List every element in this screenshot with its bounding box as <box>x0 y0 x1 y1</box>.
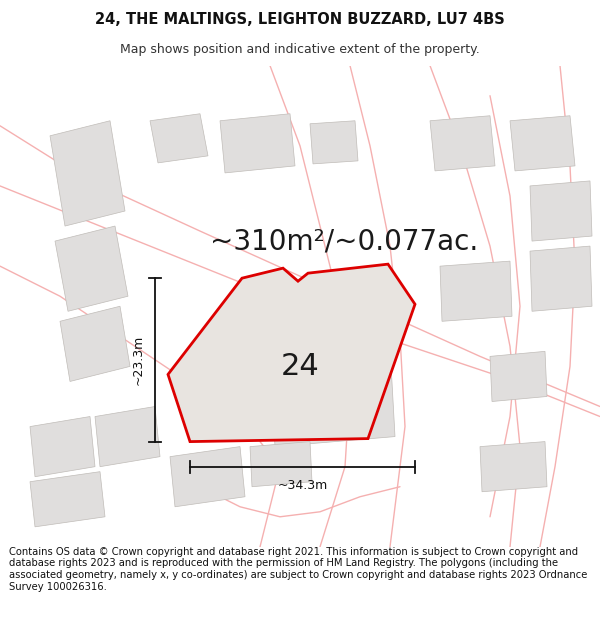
Polygon shape <box>480 442 547 492</box>
Polygon shape <box>95 406 160 467</box>
Polygon shape <box>170 447 245 507</box>
Text: Map shows position and indicative extent of the property.: Map shows position and indicative extent… <box>120 42 480 56</box>
Polygon shape <box>490 351 547 401</box>
Polygon shape <box>510 116 575 171</box>
Text: Contains OS data © Crown copyright and database right 2021. This information is : Contains OS data © Crown copyright and d… <box>9 547 587 592</box>
Text: ~310m²/~0.077ac.: ~310m²/~0.077ac. <box>210 227 478 255</box>
Text: ~23.3m: ~23.3m <box>132 335 145 385</box>
Polygon shape <box>60 306 130 381</box>
Text: 24: 24 <box>281 352 319 381</box>
Polygon shape <box>30 416 95 477</box>
Polygon shape <box>270 346 395 447</box>
Polygon shape <box>250 442 312 487</box>
Polygon shape <box>440 261 512 321</box>
Text: 24, THE MALTINGS, LEIGHTON BUZZARD, LU7 4BS: 24, THE MALTINGS, LEIGHTON BUZZARD, LU7 … <box>95 12 505 27</box>
Polygon shape <box>310 121 358 164</box>
Text: ~34.3m: ~34.3m <box>277 479 328 492</box>
Polygon shape <box>430 116 495 171</box>
Polygon shape <box>220 114 295 173</box>
Polygon shape <box>150 114 208 163</box>
Polygon shape <box>50 121 125 226</box>
Polygon shape <box>530 246 592 311</box>
Polygon shape <box>55 226 128 311</box>
Polygon shape <box>530 181 592 241</box>
Polygon shape <box>30 472 105 527</box>
Polygon shape <box>168 264 415 442</box>
